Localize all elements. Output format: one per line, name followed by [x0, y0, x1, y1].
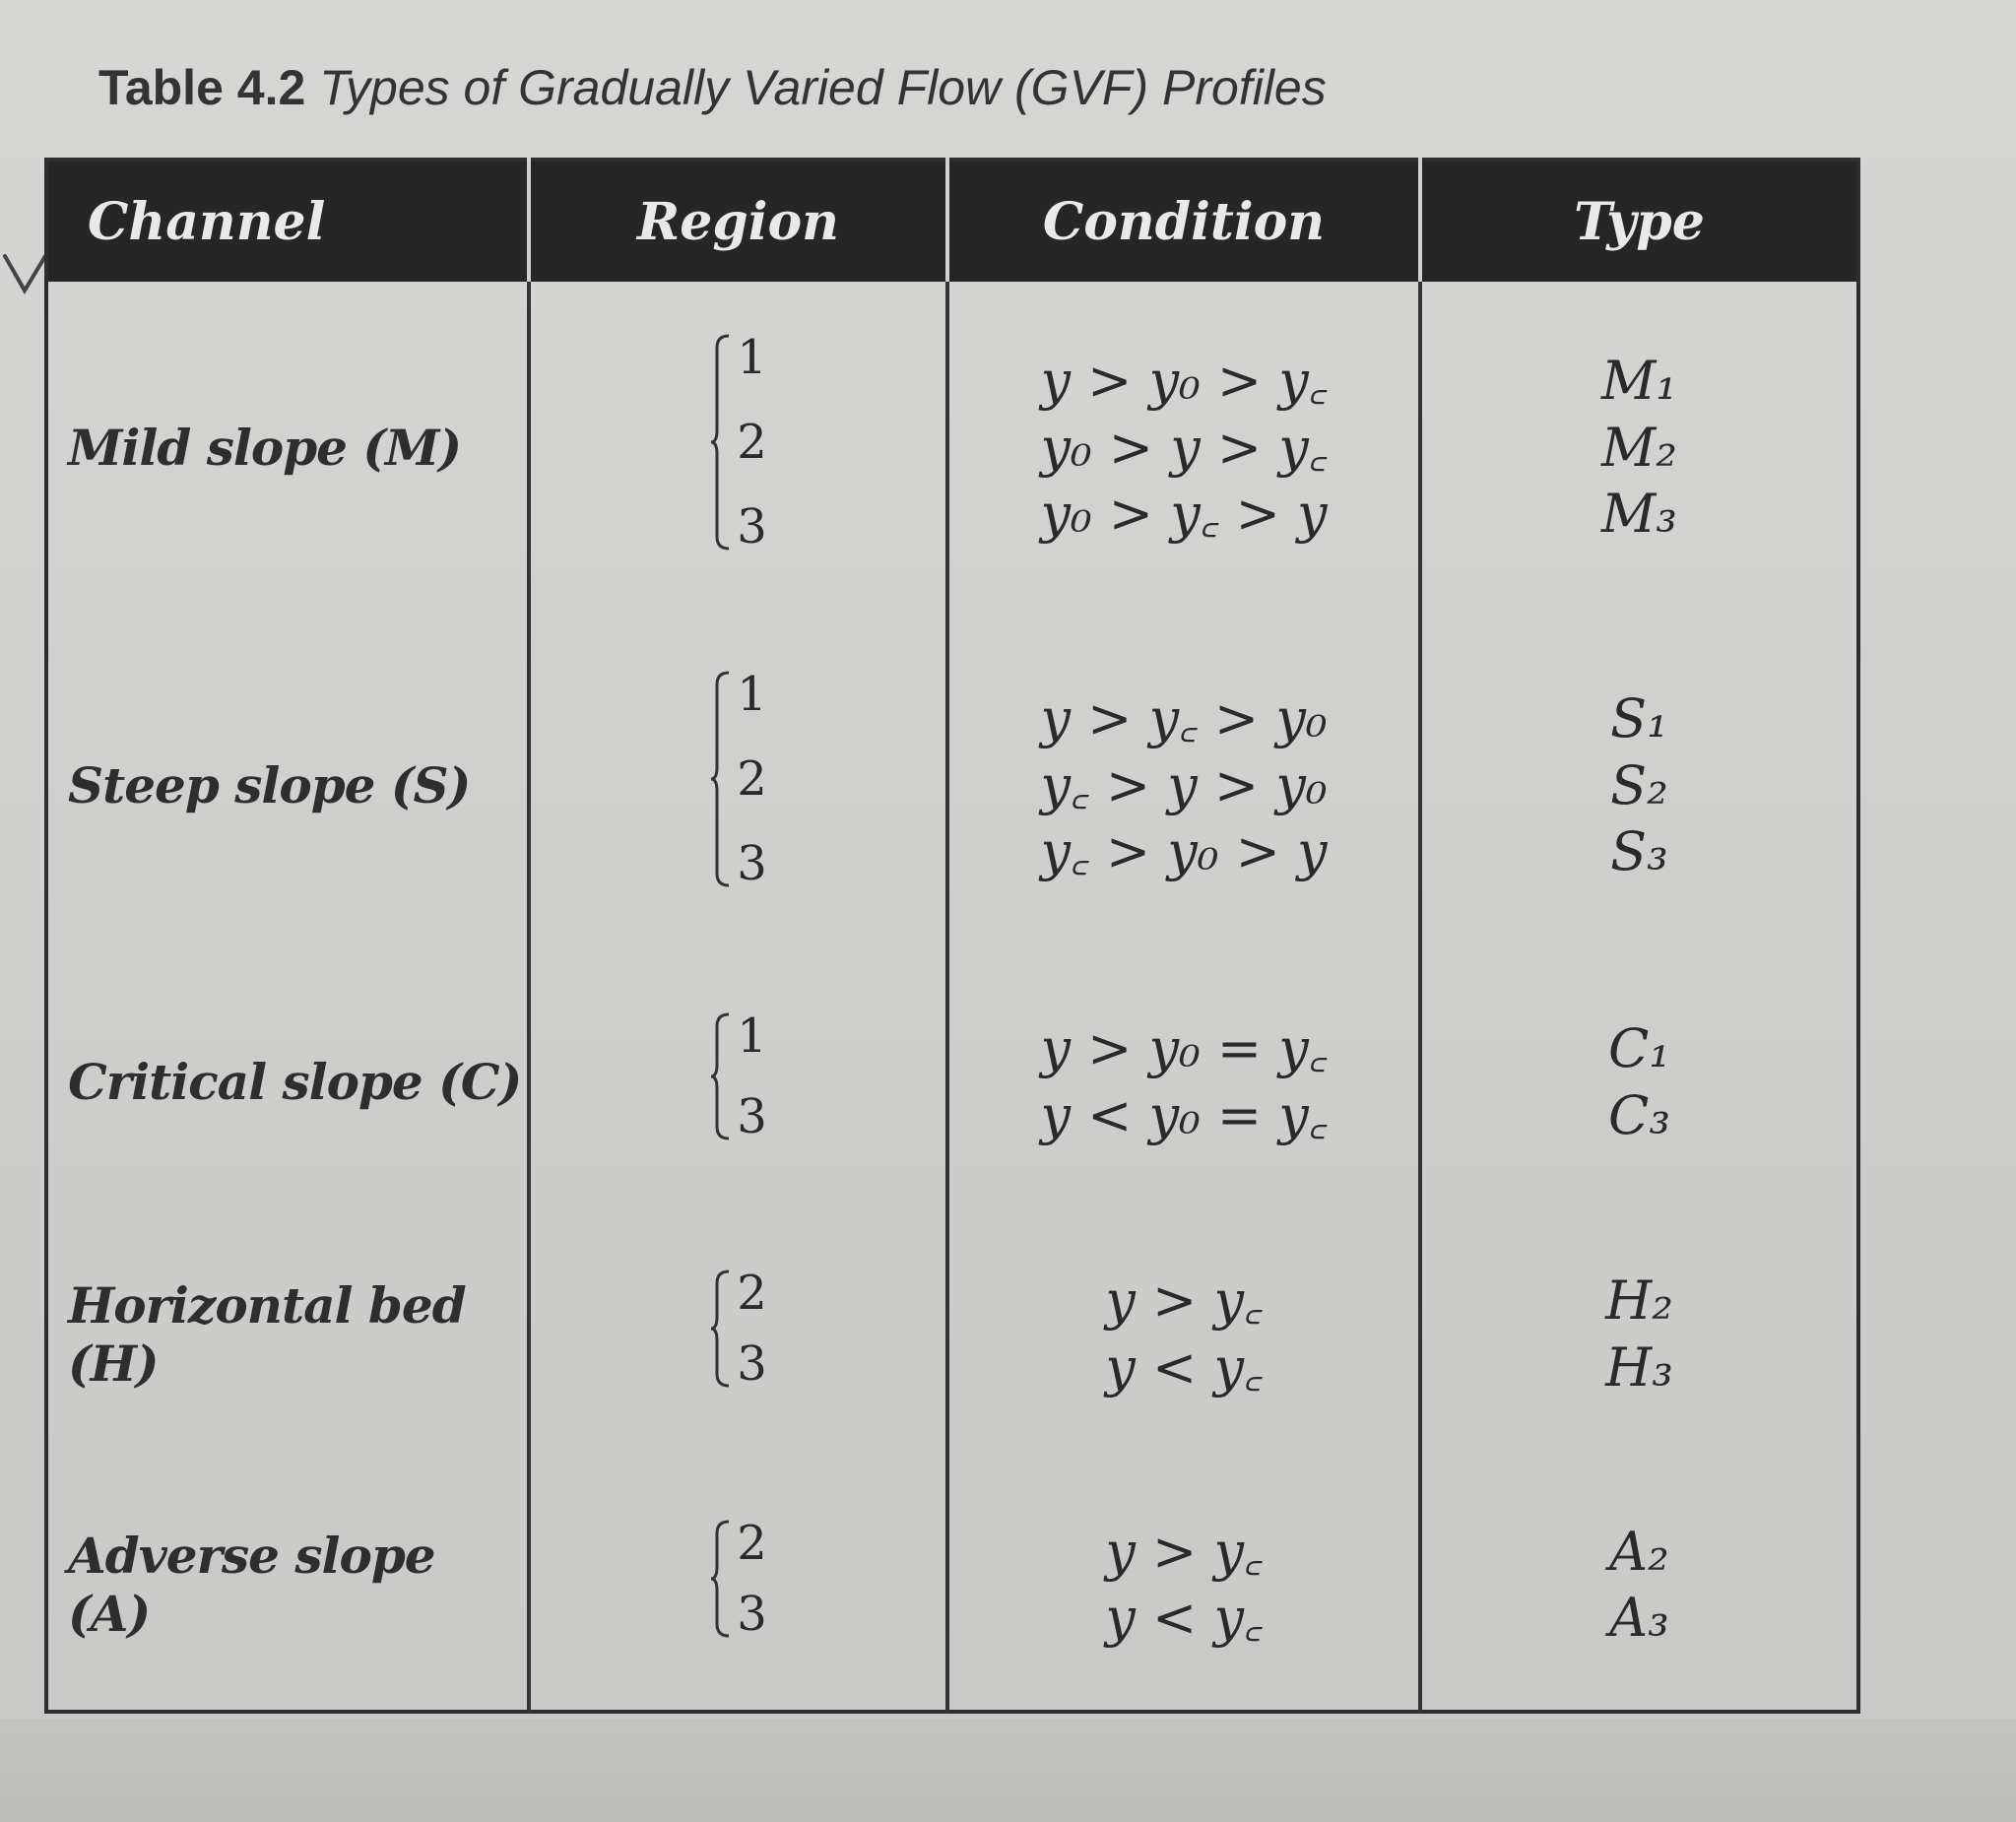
- condition-expression: y꜀ > y₀ > y: [1040, 820, 1328, 882]
- type-cell: H₂ H₃: [1418, 1207, 1858, 1461]
- condition-expression: y₀ > y > y꜀: [1040, 416, 1328, 479]
- table-row: Mild slope (M) 1 2 3 y > y₀ > y꜀ y₀ > y > y꜀ y…: [46, 282, 1858, 615]
- condition-expression: y < y꜀: [1105, 1335, 1263, 1399]
- profile-type-label: M₁: [1601, 350, 1677, 413]
- condition-list: y > y꜀ y < y꜀: [950, 1519, 1417, 1652]
- type-list: C₁ C₃: [1423, 1015, 1855, 1148]
- condition-expression: y > y₀ > y꜀: [1040, 350, 1328, 413]
- gvf-profiles-table: Channel Region Condition Type Mild slope…: [44, 158, 1860, 1714]
- left-brace-icon: [711, 671, 730, 887]
- condition-list: y > y₀ > y꜀ y₀ > y > y꜀ y₀ > y꜀ > y: [950, 348, 1417, 548]
- gvf-table-container: Channel Region Condition Type Mild slope…: [44, 158, 1860, 1714]
- type-cell: S₁ S₂ S₃: [1418, 614, 1858, 957]
- left-brace-icon: [711, 334, 730, 551]
- channel-cell: Adverse slope (A): [68, 1527, 436, 1644]
- table-caption: Table 4.2 Types of Gradually Varied Flow…: [98, 59, 1327, 116]
- condition-expression: y > y₀ = y꜀: [1040, 1017, 1328, 1080]
- condition-cell: y > y₀ > y꜀ y₀ > y > y꜀ y₀ > y꜀ > y: [945, 282, 1420, 615]
- type-list: S₁ S₂ S₃: [1423, 685, 1855, 885]
- region-number: 1: [737, 667, 767, 723]
- condition-expression: y < y꜀: [1105, 1587, 1263, 1650]
- region-number: 3: [737, 1088, 767, 1144]
- condition-list: y > y꜀ y < y꜀: [950, 1268, 1417, 1400]
- table-row: Adverse slope (A) 2 3 y > y꜀ y < y꜀ A₂ A₃: [46, 1460, 1858, 1712]
- type-list: M₁ M₂ M₃: [1423, 348, 1855, 548]
- next-page-edge: [0, 1719, 2016, 1822]
- profile-type-label: C₁: [1608, 1017, 1670, 1080]
- type-cell: A₂ A₃: [1418, 1460, 1858, 1712]
- table-number: Table 4.2: [98, 60, 306, 115]
- profile-type-label: C₃: [1608, 1083, 1670, 1146]
- region-number: 2: [737, 414, 767, 470]
- condition-expression: y꜀ > y > y₀: [1040, 753, 1328, 816]
- condition-cell: y > y₀ = y꜀ y < y₀ = y꜀: [945, 956, 1420, 1208]
- region-number: 2: [737, 1265, 767, 1321]
- region-number: 3: [737, 836, 767, 892]
- profile-type-label: S₂: [1610, 753, 1668, 816]
- table-title: Types of Gradually Varied Flow (GVF) Pro…: [319, 60, 1327, 115]
- profile-type-label: S₁: [1610, 687, 1668, 749]
- region-number: 2: [737, 1516, 767, 1572]
- profile-type-label: S₃: [1610, 820, 1668, 882]
- type-cell: M₁ M₂ M₃: [1418, 282, 1858, 615]
- region-number: 1: [737, 329, 767, 385]
- condition-list: y > y꜀ > y₀ y꜀ > y > y₀ y꜀ > y₀ > y: [950, 685, 1417, 885]
- header-condition: Condition: [945, 160, 1420, 282]
- type-cell: C₁ C₃: [1418, 956, 1858, 1208]
- channel-cell: Critical slope (C): [68, 1053, 522, 1112]
- region-number: 3: [737, 498, 767, 554]
- profile-type-label: H₂: [1605, 1269, 1673, 1333]
- type-list: A₂ A₃: [1423, 1519, 1855, 1652]
- channel-cell: Horizontal bed (H): [68, 1275, 467, 1393]
- region-cell: 1 2 3: [527, 614, 947, 957]
- left-brace-icon: [711, 1012, 730, 1140]
- condition-expression: y > y꜀ > y₀: [1040, 687, 1328, 749]
- header-region: Region: [527, 160, 947, 282]
- table-body: Mild slope (M) 1 2 3 y > y₀ > y꜀ y₀ > y > y꜀ y…: [46, 282, 1858, 1712]
- table-row: Critical slope (C) 1 3 y > y₀ = y꜀ y < y₀ = …: [46, 956, 1858, 1208]
- condition-cell: y > y꜀ y < y꜀: [945, 1207, 1420, 1461]
- header-channel: Channel: [46, 160, 529, 282]
- profile-type-label: M₂: [1601, 416, 1677, 479]
- profile-type-label: M₃: [1601, 483, 1677, 546]
- profile-type-label: A₃: [1609, 1587, 1669, 1650]
- channel-cell: Mild slope (M): [68, 419, 462, 478]
- condition-expression: y₀ > y꜀ > y: [1040, 483, 1328, 546]
- profile-type-label: H₃: [1605, 1335, 1673, 1399]
- table-row: Steep slope (S) 1 2 3 y > y꜀ > y₀ y꜀ > y > y₀…: [46, 614, 1858, 957]
- region-cell: 1 2 3: [527, 282, 947, 615]
- region-number: 1: [737, 1008, 767, 1064]
- table-row: Horizontal bed (H) 2 3 y > y꜀ y < y꜀ H₂ H₃: [46, 1207, 1858, 1461]
- left-brace-icon: [711, 1520, 730, 1638]
- region-number: 2: [737, 751, 767, 808]
- condition-expression: y > y꜀: [1105, 1520, 1263, 1583]
- condition-list: y > y₀ = y꜀ y < y₀ = y꜀: [950, 1015, 1417, 1148]
- header-type: Type: [1418, 160, 1858, 282]
- condition-expression: y < y₀ = y꜀: [1040, 1083, 1328, 1146]
- condition-expression: y > y꜀: [1105, 1269, 1263, 1333]
- left-brace-icon: [711, 1269, 730, 1388]
- condition-cell: y > y꜀ > y₀ y꜀ > y > y₀ y꜀ > y₀ > y: [945, 614, 1420, 957]
- region-number: 3: [737, 1335, 767, 1392]
- condition-cell: y > y꜀ y < y꜀: [945, 1460, 1420, 1712]
- region-number: 3: [737, 1587, 767, 1643]
- header-row: Channel Region Condition Type: [46, 160, 1858, 282]
- profile-type-label: A₂: [1609, 1520, 1669, 1583]
- type-list: H₂ H₃: [1423, 1268, 1855, 1400]
- channel-cell: Steep slope (S): [68, 755, 471, 814]
